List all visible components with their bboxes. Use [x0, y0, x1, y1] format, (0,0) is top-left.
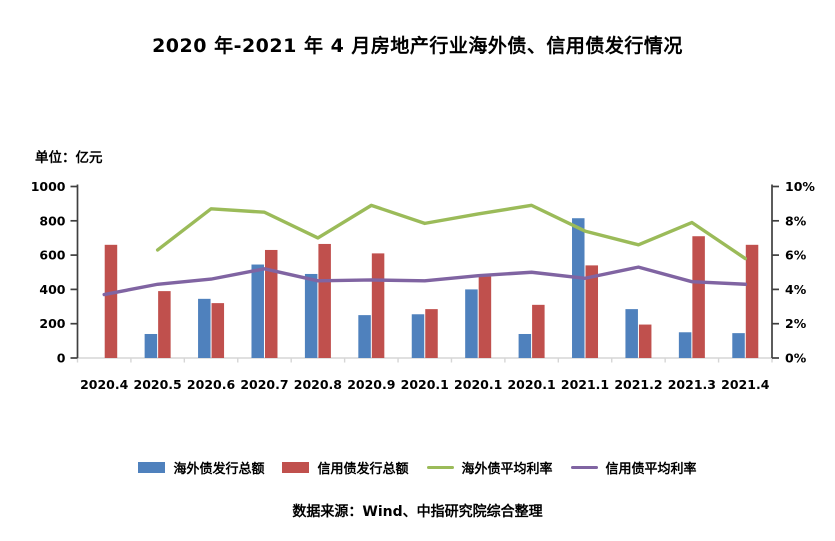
legend-item-overseas-issuance: 海外债发行总额 — [138, 458, 264, 477]
y-axis-right-label: 0% — [785, 351, 807, 366]
bar-overseas-issuance-3 — [251, 264, 264, 358]
x-axis-label: 2020.5 — [134, 377, 182, 392]
y-axis-left-label: 1000 — [31, 179, 66, 194]
legend-label-credit-issuance: 信用债发行总额 — [317, 462, 409, 477]
y-axis-left-label: 600 — [39, 248, 65, 263]
y-axis-left-label: 400 — [39, 282, 65, 297]
chart-title: 2020 年-2021 年 4 月房地产行业海外债、信用债发行情况 — [152, 35, 683, 57]
x-axis-label: 2020.1 — [507, 377, 555, 392]
bar-overseas-issuance-4 — [304, 273, 318, 358]
x-axis-label: 2021.2 — [614, 377, 662, 392]
y-axis-right-label: 10% — [785, 179, 815, 194]
x-axis-label: 2020.9 — [347, 377, 395, 392]
legend-item-credit-issuance: 信用债发行总额 — [282, 458, 409, 477]
legend-label-credit-rate: 信用债平均利率 — [605, 462, 697, 477]
y-axis-unit-label: 单位：亿元 — [35, 150, 103, 166]
legend-label-overseas-rate: 海外债平均利率 — [461, 462, 553, 477]
bar-overseas-issuance-5 — [358, 315, 371, 358]
bar-credit-issuance-2 — [211, 303, 225, 358]
y-axis-left-label: 800 — [39, 213, 65, 228]
data-source: 数据来源：Wind、中指研究院综合整理 — [292, 504, 543, 520]
y-axis-left-label: 0 — [57, 351, 66, 366]
y-axis-right-label: 4% — [785, 282, 807, 297]
bar-credit-issuance-9 — [585, 265, 599, 358]
bar-credit-issuance-4 — [318, 243, 331, 358]
y-axis-right-label: 8% — [785, 213, 807, 228]
bar-credit-issuance-3 — [264, 249, 278, 358]
x-axis-label: 2020.8 — [294, 377, 342, 392]
line-overseas-rate — [155, 203, 747, 261]
bar-overseas-issuance-2 — [198, 298, 211, 358]
bar-overseas-issuance-11 — [678, 332, 692, 358]
x-axis-label: 2020.1 — [401, 377, 449, 392]
x-axis-label: 2020.4 — [80, 377, 129, 392]
x-axis-label: 2020.6 — [187, 377, 236, 392]
x-axis-label: 2021.3 — [668, 377, 716, 392]
legend-item-overseas-rate: 海外债平均利率 — [426, 458, 553, 477]
bar-credit-issuance-5 — [371, 253, 385, 358]
x-axis-label: 2020.1 — [454, 377, 502, 392]
bar-credit-issuance-1 — [158, 291, 171, 358]
y-axis-left-label: 200 — [39, 316, 65, 331]
legend-swatch-overseas-issuance-icon — [138, 462, 166, 473]
bar-overseas-issuance-10 — [625, 309, 638, 358]
legend: 海外债发行总额 信用债发行总额 海外债平均利率 信用债平均利率 — [0, 458, 835, 477]
legend-swatch-credit-issuance-icon — [282, 462, 310, 473]
line-credit-rate — [102, 265, 747, 297]
legend-item-credit-rate: 信用债平均利率 — [570, 458, 697, 477]
legend-swatch-overseas-rate-icon — [426, 465, 454, 470]
bar-credit-issuance-12 — [745, 244, 759, 358]
bar-credit-issuance-7 — [478, 276, 492, 358]
bar-credit-issuance-8 — [532, 304, 545, 358]
y-axis-right-label: 2% — [785, 316, 807, 331]
bar-credit-issuance-10 — [638, 324, 652, 358]
bar-overseas-issuance-7 — [465, 289, 478, 358]
bar-credit-issuance-0 — [104, 244, 118, 358]
x-axis-label: 2020.7 — [240, 377, 288, 392]
bar-overseas-issuance-8 — [518, 333, 532, 358]
bar-credit-issuance-11 — [692, 236, 705, 358]
x-axis-label: 2021.4 — [721, 377, 770, 392]
legend-label-overseas-issuance: 海外债发行总额 — [173, 462, 265, 477]
bar-overseas-issuance-6 — [411, 314, 425, 358]
bar-credit-issuance-6 — [425, 309, 438, 358]
bar-overseas-issuance-1 — [144, 333, 158, 358]
y-axis-right-label: 6% — [785, 248, 807, 263]
bar-overseas-issuance-9 — [572, 218, 585, 358]
legend-swatch-credit-rate-icon — [570, 465, 598, 470]
x-axis-label: 2021.1 — [561, 377, 609, 392]
bar-overseas-issuance-12 — [732, 333, 745, 358]
